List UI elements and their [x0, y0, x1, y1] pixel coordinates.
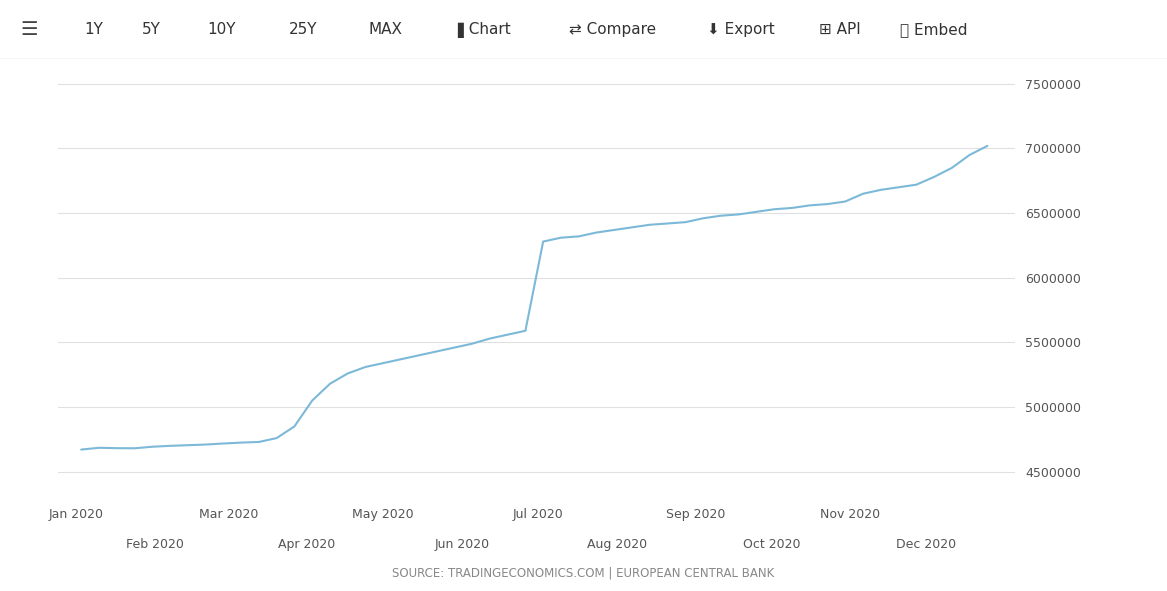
Text: Sep 2020: Sep 2020 [666, 508, 725, 521]
Text: 25Y: 25Y [289, 22, 317, 37]
Text: ☰: ☰ [21, 20, 37, 39]
Text: Oct 2020: Oct 2020 [743, 538, 801, 551]
Text: ▌Chart: ▌Chart [457, 21, 511, 38]
Text: ⇄ Compare: ⇄ Compare [569, 22, 656, 37]
Text: Aug 2020: Aug 2020 [587, 538, 647, 551]
Text: Mar 2020: Mar 2020 [198, 508, 258, 521]
Text: Jan 2020: Jan 2020 [49, 508, 104, 521]
Text: Jun 2020: Jun 2020 [434, 538, 489, 551]
Text: Nov 2020: Nov 2020 [820, 508, 880, 521]
Text: SOURCE: TRADINGECONOMICS.COM | EUROPEAN CENTRAL BANK: SOURCE: TRADINGECONOMICS.COM | EUROPEAN … [392, 566, 775, 579]
Text: Dec 2020: Dec 2020 [896, 538, 957, 551]
Text: May 2020: May 2020 [352, 508, 414, 521]
Text: Apr 2020: Apr 2020 [279, 538, 336, 551]
Text: 🖼 Embed: 🖼 Embed [900, 22, 967, 37]
Text: 1Y: 1Y [84, 22, 103, 37]
Text: Jul 2020: Jul 2020 [512, 508, 564, 521]
Text: 5Y: 5Y [142, 22, 161, 37]
Text: Feb 2020: Feb 2020 [126, 538, 183, 551]
Text: ⊞ API: ⊞ API [819, 22, 861, 37]
Text: MAX: MAX [368, 22, 403, 37]
Text: 10Y: 10Y [208, 22, 236, 37]
Text: ⬇ Export: ⬇ Export [707, 22, 775, 37]
